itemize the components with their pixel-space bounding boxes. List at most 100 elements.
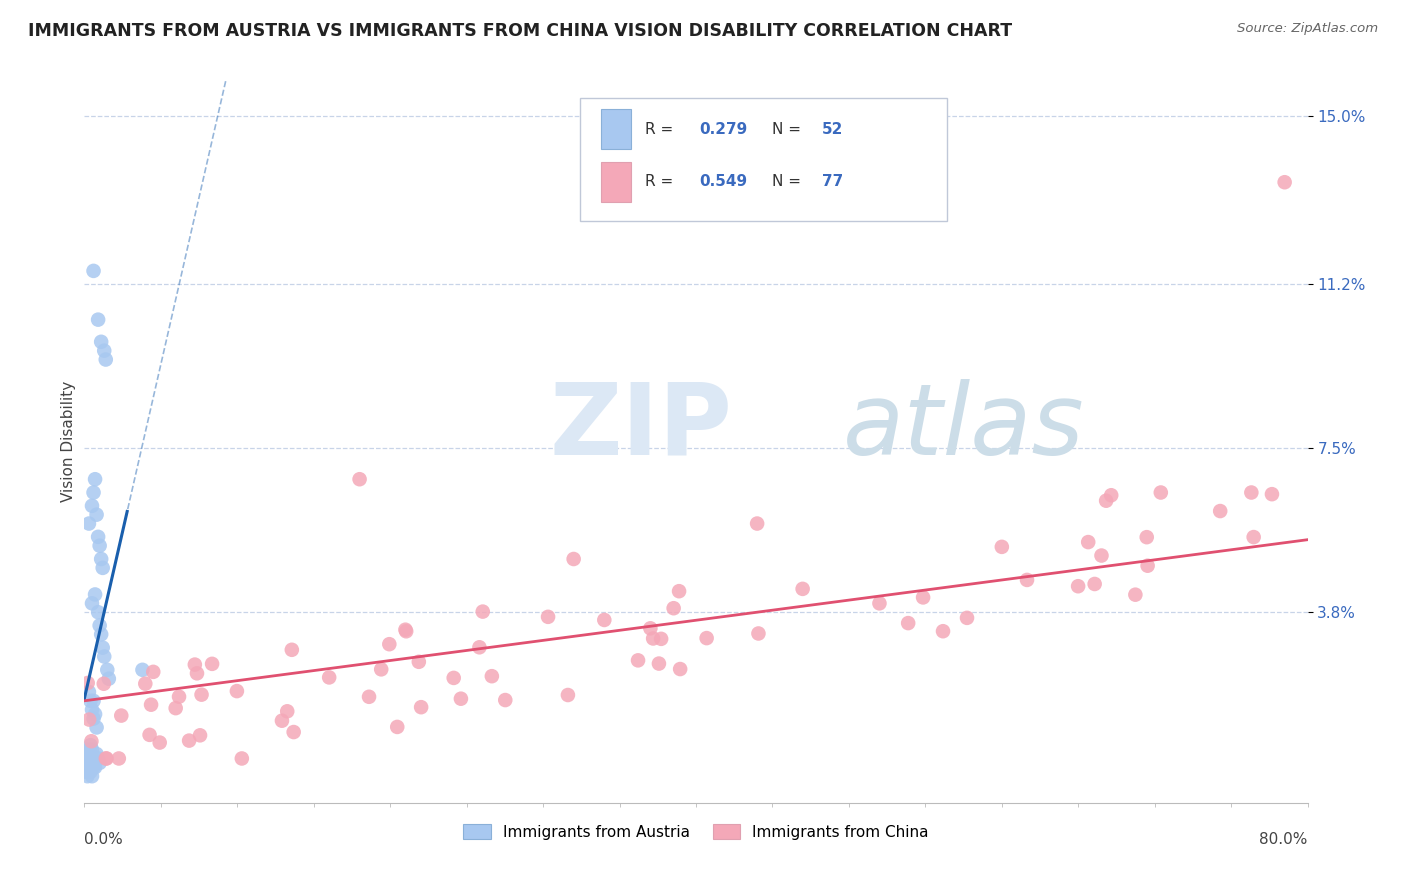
Point [167, 690, 190, 704]
Point [1077, 535, 1099, 549]
Point [370, 662, 392, 676]
Point [394, 623, 416, 637]
Text: 0.0%: 0.0% [84, 831, 124, 847]
Point [932, 624, 955, 639]
Point [84, 760, 107, 774]
Point [450, 691, 472, 706]
Text: 0.549: 0.549 [700, 174, 748, 189]
Point [83, 485, 105, 500]
Point [318, 670, 340, 684]
Point [90, 552, 112, 566]
Point [281, 642, 304, 657]
Point [650, 632, 672, 646]
Text: ZIP: ZIP [550, 378, 733, 475]
Text: Source: ZipAtlas.com: Source: ZipAtlas.com [1237, 22, 1378, 36]
Point [75, 751, 97, 765]
Point [395, 624, 418, 639]
Point [84, 472, 107, 486]
Point [87, 605, 110, 619]
Point [80, 596, 103, 610]
Point [387, 720, 409, 734]
Point [276, 704, 298, 718]
Point [84, 587, 107, 601]
Point [83, 694, 105, 708]
Point [79, 694, 101, 708]
Point [83, 760, 105, 774]
Point [90, 334, 112, 349]
FancyBboxPatch shape [579, 98, 946, 221]
Point [184, 657, 207, 672]
Point [1125, 588, 1147, 602]
Point [139, 698, 162, 712]
Point [648, 657, 671, 671]
Text: R =: R = [644, 174, 678, 189]
Point [94, 352, 117, 367]
Point [87, 530, 110, 544]
Point [165, 701, 187, 715]
Point [91, 561, 114, 575]
Point [89, 756, 111, 770]
Point [77, 713, 100, 727]
Point [225, 684, 247, 698]
Text: 0.279: 0.279 [700, 122, 748, 136]
Point [80, 499, 103, 513]
Point [747, 626, 769, 640]
Point [283, 725, 305, 739]
Point [76, 756, 98, 770]
Point [1095, 493, 1118, 508]
Point [80, 703, 103, 717]
Point [86, 721, 108, 735]
Point [668, 584, 690, 599]
Point [1090, 549, 1112, 563]
Point [77, 751, 100, 765]
Point [1274, 175, 1296, 189]
Point [669, 662, 692, 676]
Point [96, 663, 118, 677]
Text: 80.0%: 80.0% [1260, 831, 1308, 847]
Point [190, 688, 212, 702]
Point [1243, 530, 1265, 544]
Point [93, 649, 115, 664]
Point [84, 707, 107, 722]
Point [562, 552, 585, 566]
Text: N =: N = [772, 174, 806, 189]
Point [1067, 579, 1090, 593]
Point [443, 671, 465, 685]
Point [201, 657, 224, 671]
Point [1015, 573, 1038, 587]
Legend: Immigrants from Austria, Immigrants from China: Immigrants from Austria, Immigrants from… [457, 818, 935, 846]
Point [271, 714, 294, 728]
Point [481, 669, 503, 683]
Point [83, 264, 105, 278]
Point [792, 582, 814, 596]
Point [471, 605, 494, 619]
Point [1136, 558, 1159, 573]
Point [537, 610, 560, 624]
Point [991, 540, 1014, 554]
Point [83, 756, 105, 770]
Text: 77: 77 [823, 174, 844, 189]
Point [640, 621, 662, 635]
Point [80, 769, 103, 783]
Y-axis label: Vision Disability: Vision Disability [60, 381, 76, 502]
Point [468, 640, 491, 655]
Point [79, 764, 101, 779]
Point [80, 734, 103, 748]
Point [747, 516, 769, 531]
Point [83, 712, 105, 726]
Point [411, 700, 433, 714]
Point [186, 666, 208, 681]
Text: R =: R = [644, 122, 678, 136]
Bar [600, 162, 631, 202]
Point [75, 760, 97, 774]
Point [231, 751, 253, 765]
Point [77, 742, 100, 756]
Point [97, 672, 120, 686]
Point [912, 591, 935, 605]
Text: 52: 52 [823, 122, 844, 136]
Point [357, 690, 380, 704]
Text: atlas: atlas [842, 378, 1084, 475]
Point [131, 663, 153, 677]
Point [75, 764, 97, 779]
Point [696, 631, 718, 645]
